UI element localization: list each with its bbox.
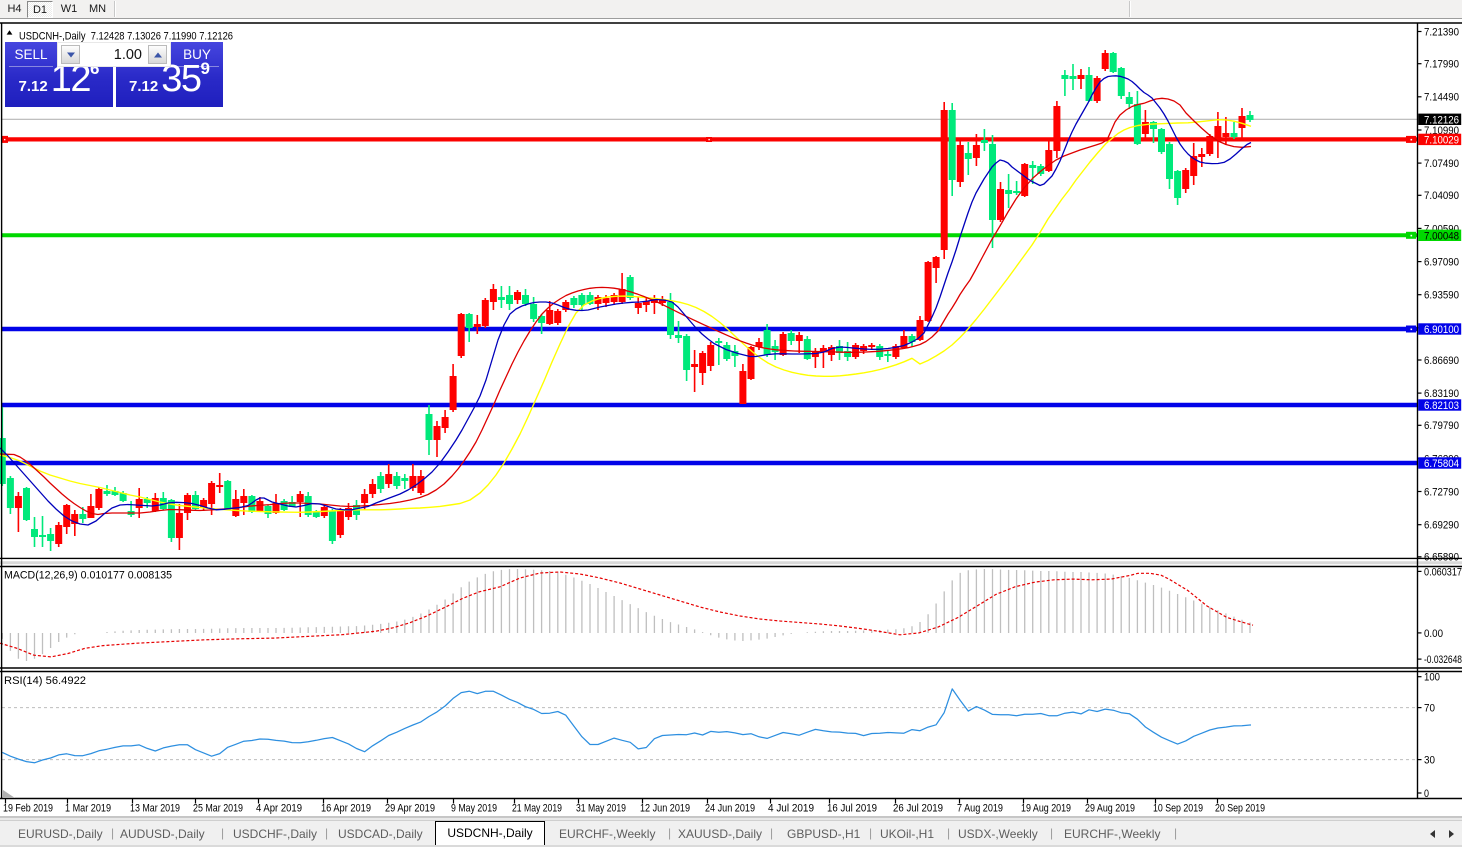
svg-text:16 Apr 2019: 16 Apr 2019 — [321, 803, 371, 815]
svg-text:6.97090: 6.97090 — [1424, 257, 1459, 269]
svg-text:4 Jul 2019: 4 Jul 2019 — [768, 803, 814, 815]
svg-text:29 Apr 2019: 29 Apr 2019 — [385, 803, 435, 815]
svg-text:70: 70 — [1424, 703, 1435, 715]
svg-text:6.86690: 6.86690 — [1424, 355, 1459, 367]
svg-text:7.12126: 7.12126 — [1424, 114, 1459, 126]
svg-text:7.10029: 7.10029 — [1424, 134, 1459, 146]
svg-text:0.00: 0.00 — [1424, 628, 1443, 640]
svg-text:19 Aug 2019: 19 Aug 2019 — [1021, 803, 1071, 815]
svg-text:30: 30 — [1424, 755, 1435, 767]
svg-text:7.14490: 7.14490 — [1424, 92, 1459, 104]
svg-text:6.69290: 6.69290 — [1424, 520, 1459, 532]
svg-text:24 Jun 2019: 24 Jun 2019 — [705, 803, 755, 815]
svg-text:7.21390: 7.21390 — [1424, 26, 1459, 38]
svg-text:RSI(14) 56.4922: RSI(14) 56.4922 — [4, 675, 86, 687]
svg-text:19 Feb 2019: 19 Feb 2019 — [3, 803, 53, 815]
svg-text:6.93590: 6.93590 — [1424, 290, 1459, 302]
svg-text:26 Jul 2019: 26 Jul 2019 — [893, 803, 943, 815]
svg-text:100: 100 — [1424, 672, 1440, 684]
svg-text:13 Mar 2019: 13 Mar 2019 — [130, 803, 180, 815]
svg-text:MACD(12,26,9) 0.010177 0.00813: MACD(12,26,9) 0.010177 0.008135 — [4, 570, 172, 582]
svg-text:7.00048: 7.00048 — [1424, 230, 1459, 242]
svg-text:-0.032648: -0.032648 — [1424, 654, 1462, 666]
svg-text:7 Aug 2019: 7 Aug 2019 — [957, 803, 1003, 815]
svg-text:6.65890: 6.65890 — [1424, 552, 1459, 564]
svg-text:29 Aug 2019: 29 Aug 2019 — [1085, 803, 1135, 815]
svg-text:16 Jul 2019: 16 Jul 2019 — [827, 803, 877, 815]
svg-text:20 Sep 2019: 20 Sep 2019 — [1215, 803, 1265, 815]
svg-text:7.07490: 7.07490 — [1424, 158, 1459, 170]
svg-text:0.060317: 0.060317 — [1424, 566, 1462, 578]
svg-text:9 May 2019: 9 May 2019 — [451, 803, 497, 815]
svg-text:1 Mar 2019: 1 Mar 2019 — [65, 803, 111, 815]
svg-text:7.17990: 7.17990 — [1424, 59, 1459, 71]
svg-text:6.83190: 6.83190 — [1424, 388, 1459, 400]
svg-text:31 May 2019: 31 May 2019 — [576, 803, 626, 815]
svg-text:6.79790: 6.79790 — [1424, 420, 1459, 432]
svg-text:25 Mar 2019: 25 Mar 2019 — [193, 803, 243, 815]
svg-text:10 Sep 2019: 10 Sep 2019 — [1153, 803, 1203, 815]
svg-text:6.90100: 6.90100 — [1424, 324, 1459, 336]
svg-text:4 Apr 2019: 4 Apr 2019 — [256, 803, 302, 815]
svg-text:7.04090: 7.04090 — [1424, 190, 1459, 202]
svg-text:12 Jun 2019: 12 Jun 2019 — [640, 803, 690, 815]
svg-text:6.82103: 6.82103 — [1424, 400, 1459, 412]
svg-text:21 May 2019: 21 May 2019 — [512, 803, 562, 815]
svg-text:0: 0 — [1424, 788, 1429, 800]
svg-text:6.72790: 6.72790 — [1424, 486, 1459, 498]
svg-text:6.75804: 6.75804 — [1424, 458, 1459, 470]
svg-text:USDCNH-,Daily 7.12428 7.13026: USDCNH-,Daily 7.12428 7.13026 7.11990 7.… — [19, 31, 233, 43]
